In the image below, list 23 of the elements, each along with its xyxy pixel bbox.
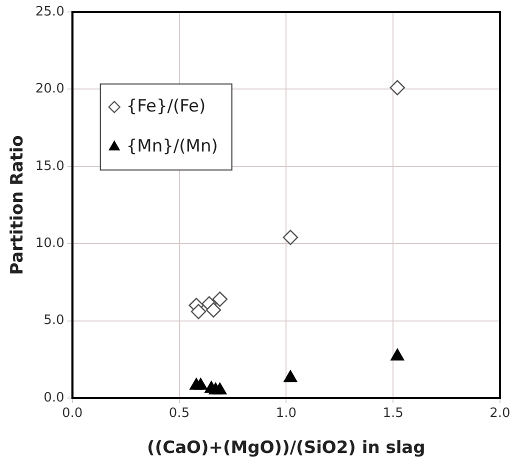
point: [213, 382, 227, 394]
x-tick-label: 2.0: [490, 406, 510, 422]
legend-label: {Fe}/(Fe): [126, 96, 206, 116]
y-tick-label: 10.0: [35, 236, 64, 251]
legend-label: {Mn}/(Mn): [126, 136, 218, 156]
y-axis-title: Partition Ratio: [8, 135, 28, 275]
point: [190, 304, 206, 320]
x-tick-label: 0.5: [168, 406, 190, 422]
x-tick-label: 0.0: [62, 406, 83, 422]
y-tick-label: 15.0: [35, 158, 64, 174]
x-axis-title: ((CaO)+(MgO))/(SiO2) in slag: [147, 438, 426, 458]
point: [284, 370, 298, 382]
x-tick-label: 1.5: [382, 406, 404, 422]
point: [212, 292, 228, 307]
y-tick-label: 0.0: [44, 390, 64, 406]
point: [390, 348, 404, 360]
y-tick-label: 25.0: [35, 4, 64, 20]
x-tick-label: 1.0: [276, 406, 297, 422]
y-tick-label: 5.0: [44, 313, 64, 328]
point: [206, 302, 222, 318]
point: [194, 378, 208, 390]
point: [282, 230, 298, 246]
y-tick-label: 20.0: [35, 82, 64, 97]
